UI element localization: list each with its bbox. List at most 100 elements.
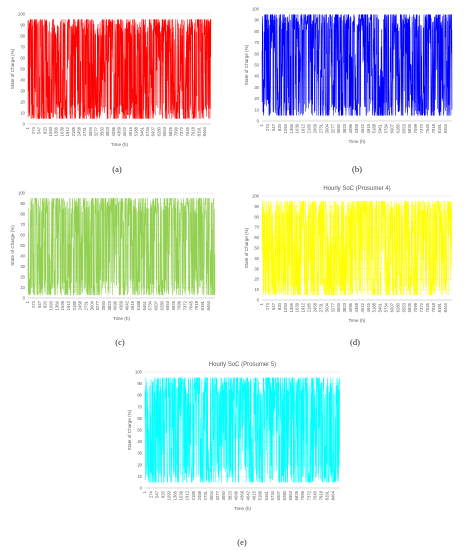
panel-caption: (b) <box>352 164 362 174</box>
x-tick-label: 8464 <box>202 126 207 136</box>
x-tick-label: 4642 <box>360 302 365 312</box>
y-tick-label: 30 <box>254 85 259 90</box>
x-tick-label: 3004 <box>324 123 329 133</box>
x-tick-label: 7372 <box>419 302 424 312</box>
x-tick-label: 8191 <box>437 302 442 312</box>
x-tick-label: 6553 <box>401 302 406 312</box>
x-tick-label: 6007 <box>153 300 158 310</box>
y-tick-label: 10 <box>20 285 25 290</box>
y-tick-label: 0 <box>23 296 26 301</box>
x-tick-label: 3277 <box>330 123 335 133</box>
chart-title: Hourly SoC (Prosumer 5) <box>209 362 276 368</box>
y-tick-label: 70 <box>20 222 25 227</box>
y-tick-label: 20 <box>254 96 259 101</box>
x-tick-label: 7645 <box>185 126 190 136</box>
x-tick-label: 7918 <box>191 126 196 136</box>
x-tick-label: 7645 <box>425 123 430 133</box>
y-tick-label: 100 <box>18 191 26 196</box>
x-tick-label: 6280 <box>282 490 287 500</box>
x-tick-label: 5461 <box>378 302 383 312</box>
x-tick-label: 2185 <box>72 300 77 310</box>
x-tick-label: 7918 <box>431 302 436 312</box>
y-tick-label: 100 <box>252 194 260 199</box>
y-tick-label: 20 <box>254 277 259 282</box>
x-axis-label: Time (h) <box>113 316 130 321</box>
x-tick-label: 5188 <box>258 490 263 500</box>
y-tick-label: 70 <box>137 404 142 409</box>
x-axis-label: Time (h) <box>111 142 128 147</box>
x-tick-label: 1 <box>25 126 30 129</box>
x-tick-label: 1366 <box>54 126 59 136</box>
x-tick-label: 8464 <box>443 302 448 312</box>
x-tick-label: 6553 <box>165 300 170 310</box>
x-tick-label: 5188 <box>136 300 141 310</box>
series-line <box>27 19 212 119</box>
y-tick-label: 90 <box>20 201 25 206</box>
x-tick-label: 6007 <box>151 126 156 136</box>
x-tick-label: 547 <box>271 123 276 131</box>
y-tick-label: 40 <box>20 254 25 259</box>
x-tick-label: 1093 <box>283 302 288 312</box>
x-tick-label: 6826 <box>407 302 412 312</box>
x-tick-label: 547 <box>37 126 42 134</box>
x-tick-label: 3277 <box>95 300 100 310</box>
x-tick-label: 820 <box>160 490 165 498</box>
y-tick-label: 10 <box>20 111 25 116</box>
x-tick-label: 2731 <box>203 490 208 500</box>
y-tick-label: 50 <box>20 243 25 248</box>
x-tick-label: 1 <box>142 490 147 493</box>
x-tick-label: 8464 <box>443 123 448 133</box>
x-tick-label: 4915 <box>366 123 371 133</box>
x-tick-label: 7372 <box>179 126 184 136</box>
x-tick-label: 6826 <box>407 123 412 133</box>
x-tick-label: 820 <box>277 302 282 310</box>
y-tick-label: 70 <box>254 225 259 230</box>
x-tick-label: 8191 <box>196 126 201 136</box>
x-tick-label: 3823 <box>342 302 347 312</box>
x-tick-label: 4642 <box>122 126 127 136</box>
x-tick-label: 1639 <box>295 302 300 312</box>
x-tick-label: 4369 <box>354 302 359 312</box>
x-tick-label: 1639 <box>179 490 184 500</box>
y-tick-label: 10 <box>137 474 142 479</box>
y-tick-label: 20 <box>137 462 142 467</box>
x-tick-label: 6280 <box>156 126 161 136</box>
x-tick-label: 4096 <box>348 302 353 312</box>
x-tick-label: 6007 <box>389 123 394 133</box>
y-axis-label: State of Charge (%) <box>244 227 249 268</box>
chart-panel-2: 0 10 20 30 40 50 60 70 80 90 100 1 274 547 820 1093 1366… <box>244 7 453 174</box>
y-tick-label: 10 <box>254 287 259 292</box>
y-tick-label: 40 <box>254 256 259 261</box>
x-tick-label: 4369 <box>354 123 359 133</box>
y-tick-label: 30 <box>137 451 142 456</box>
x-tick-label: 820 <box>277 123 282 131</box>
y-axis-label: State of Charge (%) <box>10 225 15 266</box>
panel-caption: (a) <box>112 164 122 174</box>
y-axis-label: State of Charge (%) <box>10 48 15 89</box>
series-line <box>261 200 453 296</box>
x-tick-label: 7099 <box>300 490 305 500</box>
y-tick-label: 80 <box>20 34 25 39</box>
x-tick-label: 2731 <box>82 126 87 136</box>
x-axis-label: Time (h) <box>234 506 251 511</box>
x-tick-label: 6553 <box>162 126 167 136</box>
x-tick-label: 5461 <box>139 126 144 136</box>
x-tick-label: 7099 <box>413 302 418 312</box>
x-tick-label: 2731 <box>318 302 323 312</box>
chart-title: Hourly SoC (Prosumer 4) <box>323 186 390 192</box>
x-tick-label: 4642 <box>360 123 365 133</box>
panel-caption: (e) <box>237 537 247 547</box>
x-tick-label: 1912 <box>185 490 190 500</box>
x-tick-label: 1093 <box>167 490 172 500</box>
x-tick-label: 7918 <box>318 490 323 500</box>
x-tick-label: 4096 <box>348 123 353 133</box>
x-tick-label: 274 <box>31 300 36 308</box>
x-tick-label: 5734 <box>148 300 153 310</box>
x-tick-label: 7918 <box>431 123 436 133</box>
x-tick-label: 1 <box>259 123 264 126</box>
y-tick-label: 90 <box>137 381 142 386</box>
series-line <box>27 197 216 296</box>
x-tick-label: 2185 <box>71 126 76 136</box>
x-tick-label: 6553 <box>288 490 293 500</box>
x-tick-label: 3004 <box>209 490 214 500</box>
